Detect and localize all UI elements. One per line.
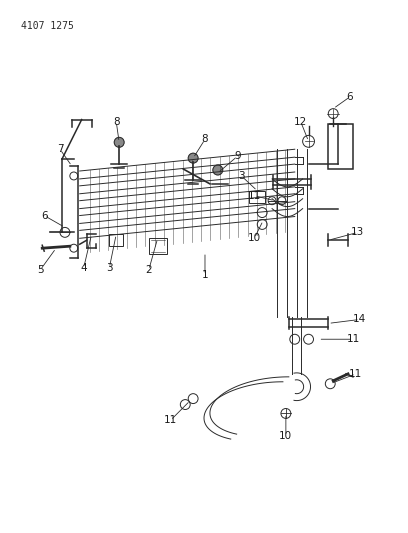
Text: 4107 1275: 4107 1275 [20, 21, 73, 30]
Text: 6: 6 [41, 211, 47, 221]
Bar [109, 235, 123, 246]
Text: 14: 14 [353, 314, 366, 325]
Text: 2: 2 [145, 265, 152, 275]
Text: 10: 10 [248, 233, 261, 243]
Text: 13: 13 [351, 228, 364, 237]
Bar [149, 238, 166, 254]
Bar [249, 191, 265, 203]
Text: 12: 12 [294, 117, 307, 126]
Text: 11: 11 [346, 334, 359, 344]
Text: 1: 1 [202, 270, 208, 280]
Bar [328, 125, 353, 169]
Text: 9: 9 [234, 151, 241, 161]
Text: 6: 6 [347, 92, 353, 102]
Text: 8: 8 [113, 117, 120, 126]
Text: 3: 3 [238, 171, 245, 181]
Circle shape [213, 165, 223, 175]
Text: 11: 11 [248, 191, 261, 201]
Text: 7: 7 [57, 144, 63, 154]
Text: 8: 8 [202, 134, 208, 144]
Text: 3: 3 [106, 263, 113, 273]
Text: 4: 4 [80, 263, 87, 273]
Circle shape [114, 138, 124, 147]
Text: 11: 11 [164, 415, 177, 425]
Text: 5: 5 [37, 265, 44, 275]
Circle shape [188, 153, 198, 163]
Text: 10: 10 [279, 431, 293, 441]
Text: 11: 11 [349, 369, 363, 379]
